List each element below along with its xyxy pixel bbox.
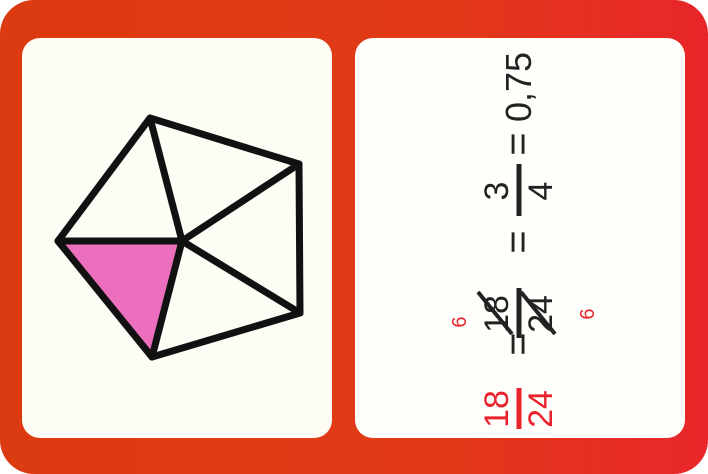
cancel-factor-numerator: 6 bbox=[449, 316, 471, 327]
pentagon-figure bbox=[54, 114, 304, 361]
pentagon-divider bbox=[178, 160, 303, 245]
strike-numerator bbox=[476, 290, 514, 336]
pentagon-divider bbox=[146, 114, 186, 245]
fraction1-denominator: 24 bbox=[522, 390, 560, 428]
fraction-expression: 18 24 = 18 24 6 6 = 3 4 = 0,75 bbox=[449, 52, 599, 429]
fraction3-denominator: 4 bbox=[522, 182, 560, 201]
pentagon-outline bbox=[54, 114, 304, 361]
pentagon-divider bbox=[148, 237, 186, 361]
pentagon-divider bbox=[178, 237, 304, 317]
equals-sign: = bbox=[496, 332, 540, 355]
shaded-slice bbox=[58, 241, 182, 357]
calculation-panel bbox=[355, 38, 685, 438]
equals-sign: = bbox=[496, 230, 540, 253]
fraction3-numerator: 3 bbox=[478, 182, 516, 201]
equals-sign: = bbox=[496, 132, 540, 155]
cancel-factor-denominator: 6 bbox=[577, 308, 599, 319]
decimal-value: 0,75 bbox=[498, 52, 539, 122]
fraction1-numerator: 18 bbox=[478, 390, 516, 428]
strike-denominator bbox=[519, 290, 557, 336]
